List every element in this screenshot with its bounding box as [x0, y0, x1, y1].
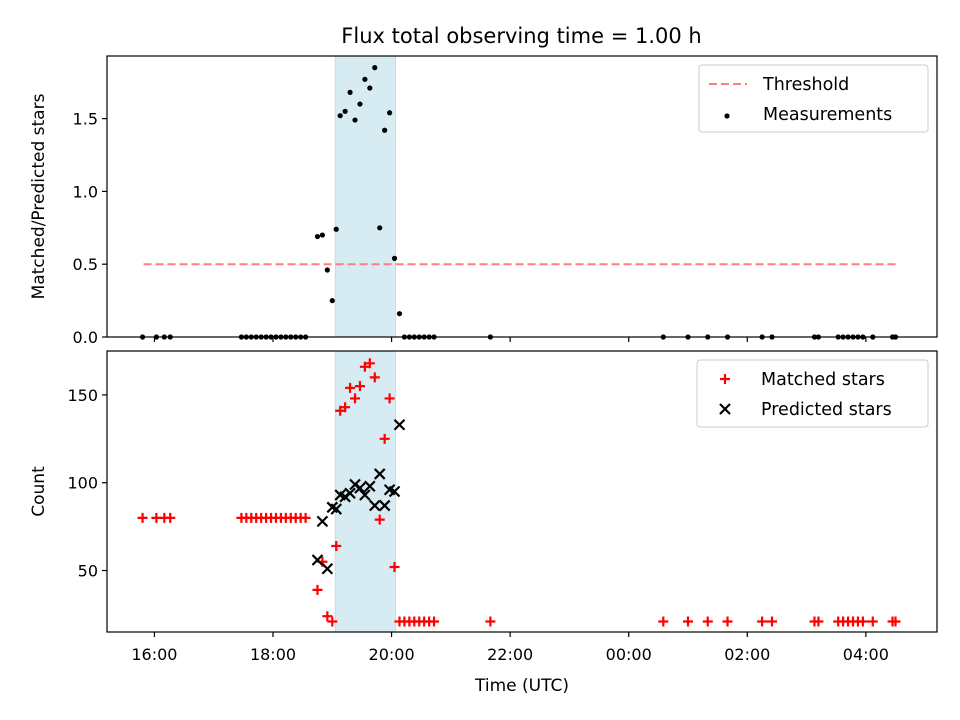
data-point [429, 616, 440, 627]
bottom-panel: 50 100 150 16:00 18:00 20:00 22:00 00:00 02:00 04… [29, 350, 938, 696]
legend-label: Measurements [763, 105, 892, 125]
data-point [357, 101, 363, 107]
data-point [312, 584, 323, 595]
x-tick-label: 16:00 [131, 645, 177, 664]
x-tick-label: 18:00 [250, 645, 296, 664]
data-point [389, 562, 400, 573]
data-point [374, 514, 385, 525]
data-point [372, 65, 378, 71]
data-point [369, 372, 380, 383]
data-point [345, 382, 356, 393]
data-point [340, 402, 351, 413]
data-point [377, 225, 383, 231]
data-point [137, 512, 148, 523]
data-point [300, 512, 311, 523]
data-point [373, 468, 386, 480]
data-point [386, 110, 393, 116]
y-tick-label: 0.5 [73, 255, 98, 274]
data-point [333, 226, 339, 232]
data-point [722, 616, 733, 627]
data-point [165, 512, 176, 523]
data-point [342, 108, 348, 114]
data-point [396, 311, 403, 317]
data-point [367, 85, 373, 91]
shaded-interval [334, 55, 397, 338]
legend-marker [719, 403, 731, 415]
data-point [382, 127, 388, 133]
data-point [683, 616, 693, 627]
y-tick-label: 0.0 [73, 328, 98, 347]
data-point [368, 499, 381, 512]
data-point [344, 487, 356, 500]
x-tick-label: 02:00 [724, 645, 770, 664]
data-point [352, 117, 358, 123]
y-tick-label: 50 [78, 562, 98, 581]
data-point [354, 482, 366, 494]
data-point [364, 480, 376, 493]
plot-frame [106, 55, 938, 338]
x-axis-label: Time (UTC) [474, 676, 569, 696]
data-point [354, 381, 365, 392]
data-point [322, 611, 333, 622]
data-point [330, 503, 343, 515]
data-point [890, 616, 901, 627]
data-point [362, 76, 368, 82]
data-point [384, 393, 395, 404]
data-point [337, 113, 343, 119]
data-point [321, 562, 334, 575]
data-point [757, 616, 768, 627]
legend: Matched stars Predicted stars [696, 359, 929, 428]
data-point [857, 616, 868, 627]
data-point [359, 489, 371, 501]
data-point [813, 616, 824, 627]
legend-label: Matched stars [761, 370, 885, 390]
legend-label: Predicted stars [761, 400, 892, 420]
data-point [316, 515, 329, 528]
y-tick-label: 1.0 [73, 182, 98, 201]
data-point [485, 616, 496, 627]
y-axis-label: Count [29, 466, 49, 517]
x-tick-label: 20:00 [369, 645, 415, 664]
y-tick-label: 150 [67, 386, 98, 405]
legend: Threshold Measurements [698, 64, 929, 133]
data-point [391, 255, 398, 261]
x-tick-label: 22:00 [487, 645, 533, 664]
data-point [388, 485, 401, 498]
y-axis-label: Matched/Predicted stars [29, 93, 49, 299]
series-matched-stars [137, 358, 901, 627]
legend-marker [720, 374, 730, 384]
data-point [364, 358, 375, 369]
y-tick-label: 1.5 [73, 110, 98, 129]
data-point [327, 616, 338, 627]
legend-box [698, 64, 929, 133]
data-point [867, 616, 878, 627]
data-point [379, 433, 390, 444]
series-predicted-stars [311, 418, 406, 575]
legend-marker [724, 113, 730, 119]
data-point [702, 616, 713, 627]
data-point [329, 298, 335, 304]
data-point [347, 89, 353, 95]
plot-frame [106, 350, 938, 633]
x-tick-label: 00:00 [606, 645, 652, 664]
chart-title: Flux total observing time = 1.00 h [341, 24, 701, 48]
data-point [324, 267, 330, 273]
data-point [331, 540, 342, 551]
legend-box [696, 359, 929, 428]
data-point [766, 616, 777, 627]
data-point [311, 554, 324, 566]
data-point [350, 393, 361, 404]
x-tick-label: 04:00 [843, 645, 889, 664]
data-point [658, 616, 669, 627]
data-point [393, 418, 406, 431]
data-point [319, 232, 326, 238]
legend-label: Threshold [762, 75, 849, 95]
top-panel: 0.0 0.5 1.0 1.5 Matched/Predicted stars Thres… [29, 55, 938, 347]
y-tick-label: 100 [67, 474, 98, 493]
data-point [314, 233, 321, 240]
data-point [378, 499, 391, 512]
